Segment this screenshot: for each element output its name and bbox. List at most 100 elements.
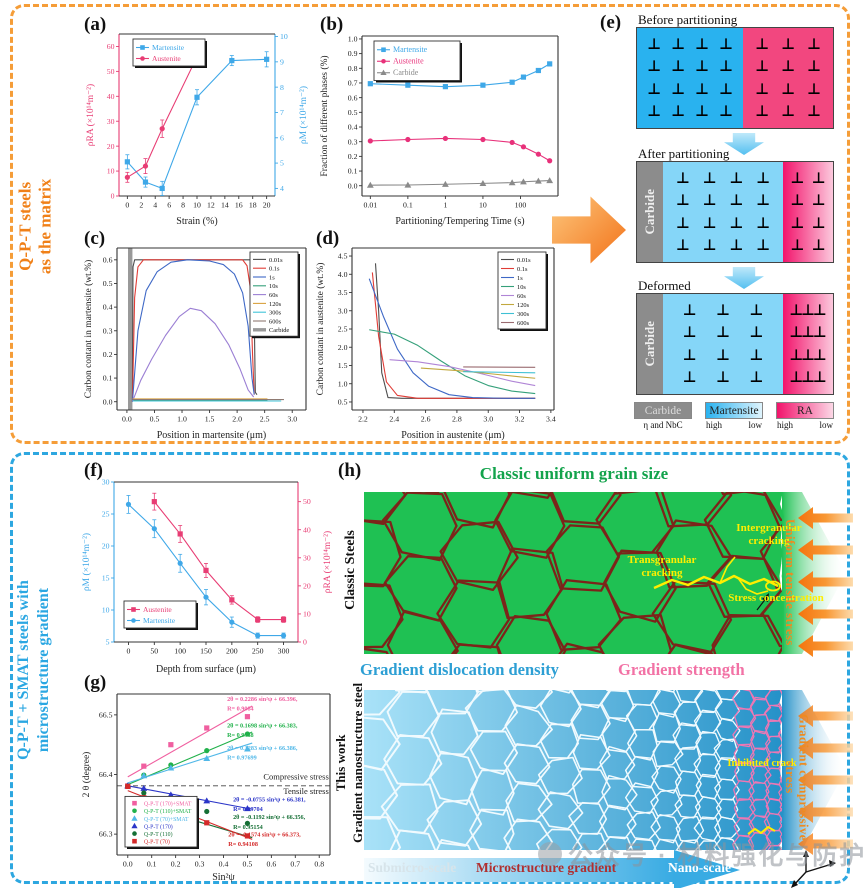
svg-text:2.5: 2.5 xyxy=(260,415,270,424)
dislocation-symbol: ⊥ xyxy=(781,35,795,54)
panel-label-b: (b) xyxy=(320,14,344,35)
svg-text:Q-P-T (70)+SMAT: Q-P-T (70)+SMAT xyxy=(144,816,189,823)
carbide-legend-sub: η and NbC xyxy=(643,420,683,430)
svg-text:20: 20 xyxy=(303,581,311,590)
dislocation-symbol: ⊥ xyxy=(801,323,815,342)
dislocation-symbol: ⊥ xyxy=(729,169,744,188)
crack-graphic xyxy=(653,556,781,611)
svg-text:10: 10 xyxy=(193,201,201,210)
retained-austenite-region: ⊥ ⊥ ⊥ ⊥ ⊥ ⊥ ⊥ ⊥ ⊥ ⊥ ⊥ ⊥ xyxy=(783,294,833,394)
svg-text:2 θ (degree): 2 θ (degree) xyxy=(81,752,92,798)
svg-text:2θ = -0.0755 sin²ψ + 66.381,: 2θ = -0.0755 sin²ψ + 66.381, xyxy=(233,796,306,803)
dislocation-symbol: ⊥ xyxy=(790,213,805,232)
svg-text:1s: 1s xyxy=(269,274,275,281)
chart-d-svg: 2.2 2.4 2.6 2.8 3.0 3.2 3.4 0.5 1.0 1.5 2.0 2.5 3.0 3… xyxy=(315,247,556,441)
svg-text:Fraction of different phases (: Fraction of different phases (%) xyxy=(319,55,330,176)
dislocation-symbol: ⊥ xyxy=(647,35,661,54)
down-arrow-icon xyxy=(724,267,764,289)
chart-f-legend: Austenite Martensite xyxy=(123,600,198,630)
high-label: high xyxy=(777,420,794,430)
svg-text:0.2: 0.2 xyxy=(103,350,113,359)
down-arrow-icon xyxy=(724,133,764,155)
chart-dislocation-vs-strain: 0 2 4 6 8 10 12 14 16 18 20 0 10 20 30 40 50 60 4 5 6 7 8 9 10 St… xyxy=(84,26,310,228)
microstructure-gradient-label: Microstructure gradient xyxy=(476,860,617,875)
svg-text:0.1: 0.1 xyxy=(348,167,358,176)
svg-text:18: 18 xyxy=(249,201,257,210)
svg-text:0.2: 0.2 xyxy=(171,860,181,869)
dislocation-symbol: ⊥ xyxy=(812,345,827,364)
svg-text:0.0: 0.0 xyxy=(122,415,132,424)
svg-text:3.0: 3.0 xyxy=(287,415,297,424)
uniform-tensile-stress-label: Uniform tensile stress xyxy=(783,518,798,646)
svg-text:0.7: 0.7 xyxy=(290,860,300,869)
chart-phase-fraction-vs-time: 0.01 0.1 1 10 100 0.0 0.1 0.2 0.3 0.4 0.5 0.6 0.7 0.8… xyxy=(318,26,570,228)
dislocation-symbol: ⊥ xyxy=(812,301,827,320)
svg-text:150: 150 xyxy=(200,647,212,656)
series-1s xyxy=(368,278,536,399)
svg-text:3.4: 3.4 xyxy=(546,415,556,424)
svg-text:66.4: 66.4 xyxy=(99,770,113,779)
svg-text:Q-P-T (110)+SMAT: Q-P-T (110)+SMAT xyxy=(144,808,192,815)
dislocation-symbol: ⊥ xyxy=(801,367,815,386)
svg-text:50: 50 xyxy=(303,497,311,506)
svg-text:1: 1 xyxy=(443,201,447,210)
svg-text:1.0: 1.0 xyxy=(177,415,187,424)
chart-a-svg: 0 2 4 6 8 10 12 14 16 18 20 0 10 20 30 40 50 60 4 5 6 7 8 9 10 St… xyxy=(85,32,309,227)
svg-text:0.3: 0.3 xyxy=(348,137,358,146)
dislocation-symbol: ⊥ xyxy=(811,235,826,254)
svg-text:0.8: 0.8 xyxy=(348,64,358,73)
svg-text:300: 300 xyxy=(278,647,290,656)
dislocation-symbol: ⊥ xyxy=(749,323,764,342)
gradient-grains xyxy=(364,690,784,850)
chart-g-svg: 0.0 0.1 0.2 0.3 0.4 0.5 0.6 0.7 0.8 66.3 66.4 66.5 S… xyxy=(81,693,331,883)
dislocation-symbol: ⊥ xyxy=(716,301,730,320)
dislocation-symbol: ⊥ xyxy=(676,235,690,254)
dislocation-symbol: ⊥ xyxy=(789,301,804,320)
dislocation-symbol: ⊥ xyxy=(811,169,826,188)
dislocation-symbol: ⊥ xyxy=(695,101,709,120)
svg-text:2.6: 2.6 xyxy=(421,415,431,424)
svg-text:5: 5 xyxy=(106,638,110,647)
svg-text:2.2: 2.2 xyxy=(358,415,368,424)
dislocation-symbol: ⊥ xyxy=(729,191,744,210)
svg-text:4.5: 4.5 xyxy=(338,252,348,261)
legend-ra: RA high low xyxy=(776,402,834,430)
series-Austenite xyxy=(151,492,287,623)
gradient-dislocation-title: Gradient dislocation density xyxy=(360,660,559,679)
dislocation-symbol: ⊥ xyxy=(807,57,821,76)
dislocation-symbol: ⊥ xyxy=(789,367,804,386)
dislocation-symbol: ⊥ xyxy=(756,191,770,210)
svg-text:Austenite: Austenite xyxy=(143,605,172,614)
smat-section-border xyxy=(10,452,850,884)
svg-text:0.1: 0.1 xyxy=(403,201,413,210)
svg-text:R= 0.95154: R= 0.95154 xyxy=(233,824,263,831)
classic-grains xyxy=(364,492,784,654)
svg-text:ρRA (×10¹⁴m⁻²): ρRA (×10¹⁴m⁻²) xyxy=(322,531,333,593)
dislocation-symbol: ⊥ xyxy=(790,169,805,188)
svg-text:10: 10 xyxy=(303,610,311,619)
svg-text:300s: 300s xyxy=(269,310,282,317)
svg-text:R= 0.94108: R= 0.94108 xyxy=(228,841,258,848)
svg-text:Martensite: Martensite xyxy=(143,616,176,625)
this-work-line1: This work xyxy=(333,734,349,792)
svg-text:Austenite: Austenite xyxy=(152,54,181,63)
svg-text:3.5: 3.5 xyxy=(338,288,348,297)
chart-b-svg: 0.01 0.1 1 10 100 0.0 0.1 0.2 0.3 0.4 0.5 0.6 0.7 0.8… xyxy=(319,35,559,227)
ra-legend-box: RA xyxy=(776,402,834,419)
deformed-title: Deformed xyxy=(638,278,691,293)
svg-text:0.1s: 0.1s xyxy=(269,266,280,273)
panel-label-f: (f) xyxy=(84,460,103,481)
stress-concentration-label: Stress concentration xyxy=(728,592,824,604)
dislocation-symbol: ⊥ xyxy=(781,79,795,98)
dislocation-symbol: ⊥ xyxy=(716,367,730,386)
dislocation-symbol: ⊥ xyxy=(647,101,661,120)
this-work-line2: Gradient nanostructure steel xyxy=(350,682,365,843)
dislocation-symbol: ⊥ xyxy=(682,301,697,320)
after-partitioning-title: After partitioning xyxy=(638,146,730,161)
series-60s xyxy=(131,307,255,402)
svg-text:250: 250 xyxy=(252,647,264,656)
retained-austenite-region: ⊥ ⊥ ⊥ ⊥ ⊥ ⊥ ⊥ ⊥ ⊥ ⊥ ⊥ ⊥ xyxy=(743,28,833,128)
svg-text:20: 20 xyxy=(107,142,115,151)
dislocation-symbol: ⊥ xyxy=(719,35,733,54)
